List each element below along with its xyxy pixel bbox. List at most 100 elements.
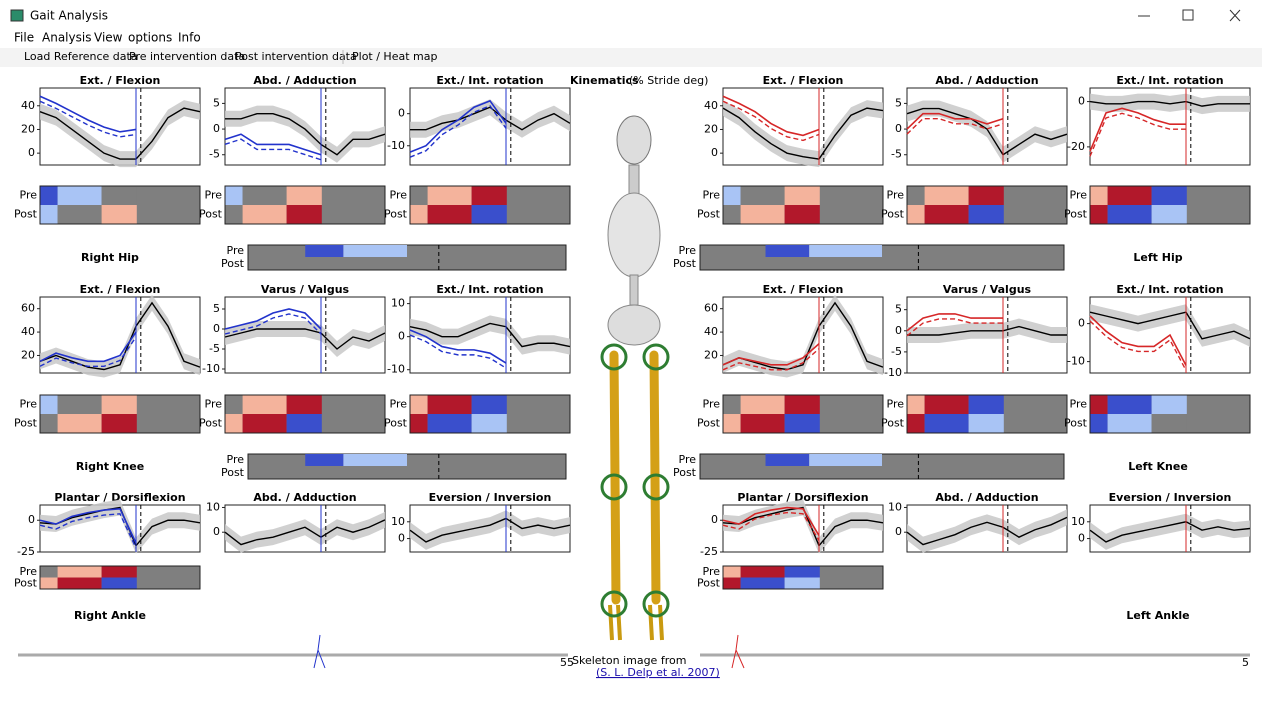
heatmap-cell xyxy=(102,578,137,590)
heat-row-label: Post xyxy=(14,208,38,221)
gait-analysis-window: Gait Analysis FileAnalysisViewoptionsInf… xyxy=(0,0,1262,704)
heat-row-label: Post xyxy=(14,417,38,430)
heatmap-cell xyxy=(1108,395,1152,414)
heatmap-cell xyxy=(472,186,507,205)
y-tick-label: -10 xyxy=(387,363,405,376)
heatmap-cell xyxy=(58,186,102,205)
heatmap-cell xyxy=(58,578,102,590)
toolbar-button[interactable]: Post intervention data xyxy=(235,50,357,63)
menu-item[interactable]: View xyxy=(94,31,123,45)
heat-row-label: Post xyxy=(221,466,245,479)
y-tick-label: 5 xyxy=(895,96,902,109)
heatmap-cell xyxy=(102,395,137,414)
heatmap-cell xyxy=(1108,205,1152,224)
heatmap-cell xyxy=(723,578,741,590)
menu-item[interactable]: Analysis xyxy=(42,31,91,45)
heatmap-cell xyxy=(428,205,472,224)
y-tick-label: -10 xyxy=(1067,355,1085,368)
plot-title: Abd. / Adduction xyxy=(253,491,356,504)
plot-title: Varus / Valgus xyxy=(943,283,1032,296)
heat-row-label: Pre xyxy=(227,244,245,257)
heat-row-label: Pre xyxy=(227,453,245,466)
heatmap-cell xyxy=(287,395,322,414)
heatmap-cell xyxy=(287,186,322,205)
heatmap-cell xyxy=(58,395,102,414)
heat-row-label: Pre xyxy=(20,398,38,411)
y-tick-label: 20 xyxy=(704,348,718,361)
heat-row-label: Post xyxy=(199,208,223,221)
toolbar-button[interactable]: Plot / Heat map xyxy=(352,50,437,63)
heat-row-label: Post xyxy=(697,208,721,221)
heat-row-label: Pre xyxy=(703,398,721,411)
heat-row-label: Post xyxy=(384,208,408,221)
plot-title: Eversion / Inversion xyxy=(1109,491,1232,504)
y-tick-label: 5 xyxy=(895,303,902,316)
y-tick-label: -10 xyxy=(884,366,902,379)
y-tick-label: 0 xyxy=(711,146,718,159)
y-tick-label: -5 xyxy=(209,342,220,355)
heatmap-cell xyxy=(1108,186,1152,205)
toolbar-button[interactable]: Pre intervention data xyxy=(129,50,245,63)
heat-row-label: Post xyxy=(697,576,721,589)
heatmap-cell xyxy=(243,395,287,414)
summary-cell xyxy=(766,245,810,257)
heat-row-label: Post xyxy=(881,208,905,221)
plot-title: Ext. / Flexion xyxy=(763,283,844,296)
heatmap-cell xyxy=(102,414,137,433)
heatmap-cell xyxy=(410,186,428,205)
heatmap-cell xyxy=(969,205,1004,224)
y-tick-label: 0 xyxy=(28,513,35,526)
plot-title: Ext./ Int. rotation xyxy=(1116,283,1223,296)
heatmap-cell xyxy=(1090,395,1108,414)
heatmap-cell xyxy=(907,186,925,205)
y-tick-label: -10 xyxy=(202,362,220,375)
heatmap-cell xyxy=(58,205,102,224)
toolbar: Load Reference dataPre intervention data… xyxy=(24,50,437,63)
heat-row-label: Pre xyxy=(390,398,408,411)
heatmap-cell xyxy=(410,395,428,414)
heatmap-cell xyxy=(741,395,785,414)
heat-row-label: Pre xyxy=(205,398,223,411)
joint-label: Left Ankle xyxy=(1126,609,1189,622)
y-tick-label: 0 xyxy=(1078,317,1085,330)
heat-row-label: Pre xyxy=(390,189,408,202)
y-tick-label: 40 xyxy=(704,99,718,112)
heatmap-cell xyxy=(741,205,785,224)
heatmap-cell xyxy=(723,414,741,433)
heatmap-cell xyxy=(58,566,102,578)
heatmap-cell xyxy=(243,414,287,433)
y-tick-label: 0 xyxy=(213,122,220,135)
y-tick-label: -5 xyxy=(209,148,220,161)
y-tick-label: 5 xyxy=(213,96,220,109)
heatmap-cell xyxy=(243,205,287,224)
heatmap-cell xyxy=(925,186,969,205)
heatmap-cell xyxy=(102,186,137,205)
y-tick-label: 0 xyxy=(213,322,220,335)
summary-cell xyxy=(305,245,343,257)
menu-item[interactable]: Info xyxy=(178,31,201,45)
y-tick-label: 10 xyxy=(206,500,220,513)
y-tick-label: -25 xyxy=(17,545,35,558)
y-tick-label: 0 xyxy=(1078,532,1085,545)
menu-item[interactable]: options xyxy=(128,31,172,45)
heatmap-cell xyxy=(40,578,58,590)
y-tick-label: 0 xyxy=(398,330,405,343)
plot-title: Ext./ Int. rotation xyxy=(436,74,543,87)
heat-row-label: Post xyxy=(199,417,223,430)
heatmap-cell xyxy=(741,414,785,433)
heatmap-cell xyxy=(785,578,820,590)
toolbar-button[interactable]: Load Reference data xyxy=(24,50,138,63)
credit-link[interactable]: (S. L. Delp et al. 2007) xyxy=(596,666,720,679)
heat-row-label: Pre xyxy=(887,398,905,411)
heatmap-cell xyxy=(243,186,287,205)
heatmap-cell xyxy=(428,186,472,205)
heat-row-label: Pre xyxy=(205,189,223,202)
heatmap-cell xyxy=(1152,186,1187,205)
heatmap-cell xyxy=(785,395,820,414)
menu-item[interactable]: File xyxy=(14,31,34,45)
plot-title: Varus / Valgus xyxy=(261,283,350,296)
heatmap-cell xyxy=(102,205,137,224)
heat-row-label: Pre xyxy=(679,244,697,257)
y-tick-label: 0 xyxy=(213,525,220,538)
heatmap-cell xyxy=(472,205,507,224)
